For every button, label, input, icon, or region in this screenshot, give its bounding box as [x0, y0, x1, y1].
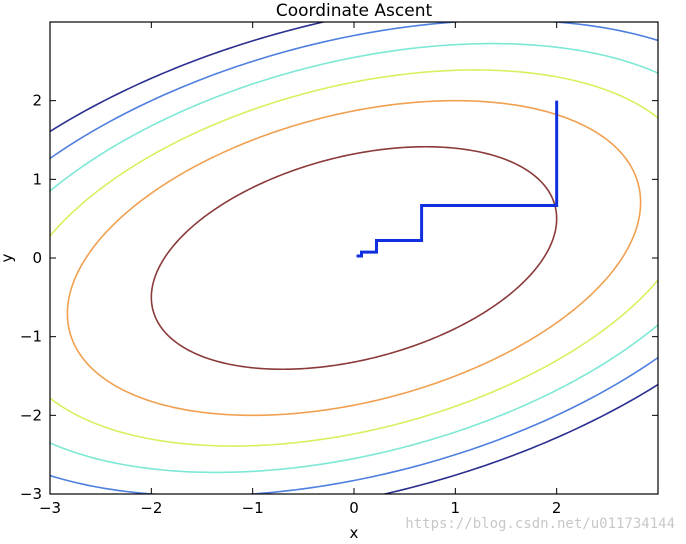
x-tick-label: 0	[349, 499, 359, 517]
contour-line-5	[50, 22, 658, 494]
contour-line-4	[50, 42, 658, 474]
x-tick-label: −1	[242, 499, 264, 517]
ascent-path-line	[356, 100, 559, 258]
x-tick-label: 2	[552, 499, 562, 517]
y-tick-label: −1	[20, 328, 42, 346]
y-axis-label: y	[0, 253, 16, 262]
contour-line-3	[50, 69, 658, 447]
plot-frame	[49, 21, 659, 495]
y-tick-label: −2	[20, 406, 42, 424]
chart-title: Coordinate Ascent	[276, 1, 433, 21]
contour-line-2	[66, 99, 642, 417]
x-tick-label: −2	[140, 499, 162, 517]
y-tick-label: 1	[32, 170, 42, 188]
contour-line-6	[50, 22, 658, 494]
contour-lines	[50, 22, 658, 494]
y-tick-label: 2	[32, 92, 42, 110]
x-tick-label: −3	[39, 499, 61, 517]
y-tick-label: 0	[32, 249, 42, 267]
x-axis-label: x	[350, 524, 359, 542]
plot-area: −3 −2 −1 0 1 2 −3 −2 −1 0 1 2	[20, 21, 659, 517]
watermark: https://blog.csdn.net/u011734144	[405, 516, 675, 532]
y-tick-label: −3	[20, 485, 42, 503]
x-tick-label: 1	[451, 499, 461, 517]
contour-line-1	[150, 145, 558, 371]
